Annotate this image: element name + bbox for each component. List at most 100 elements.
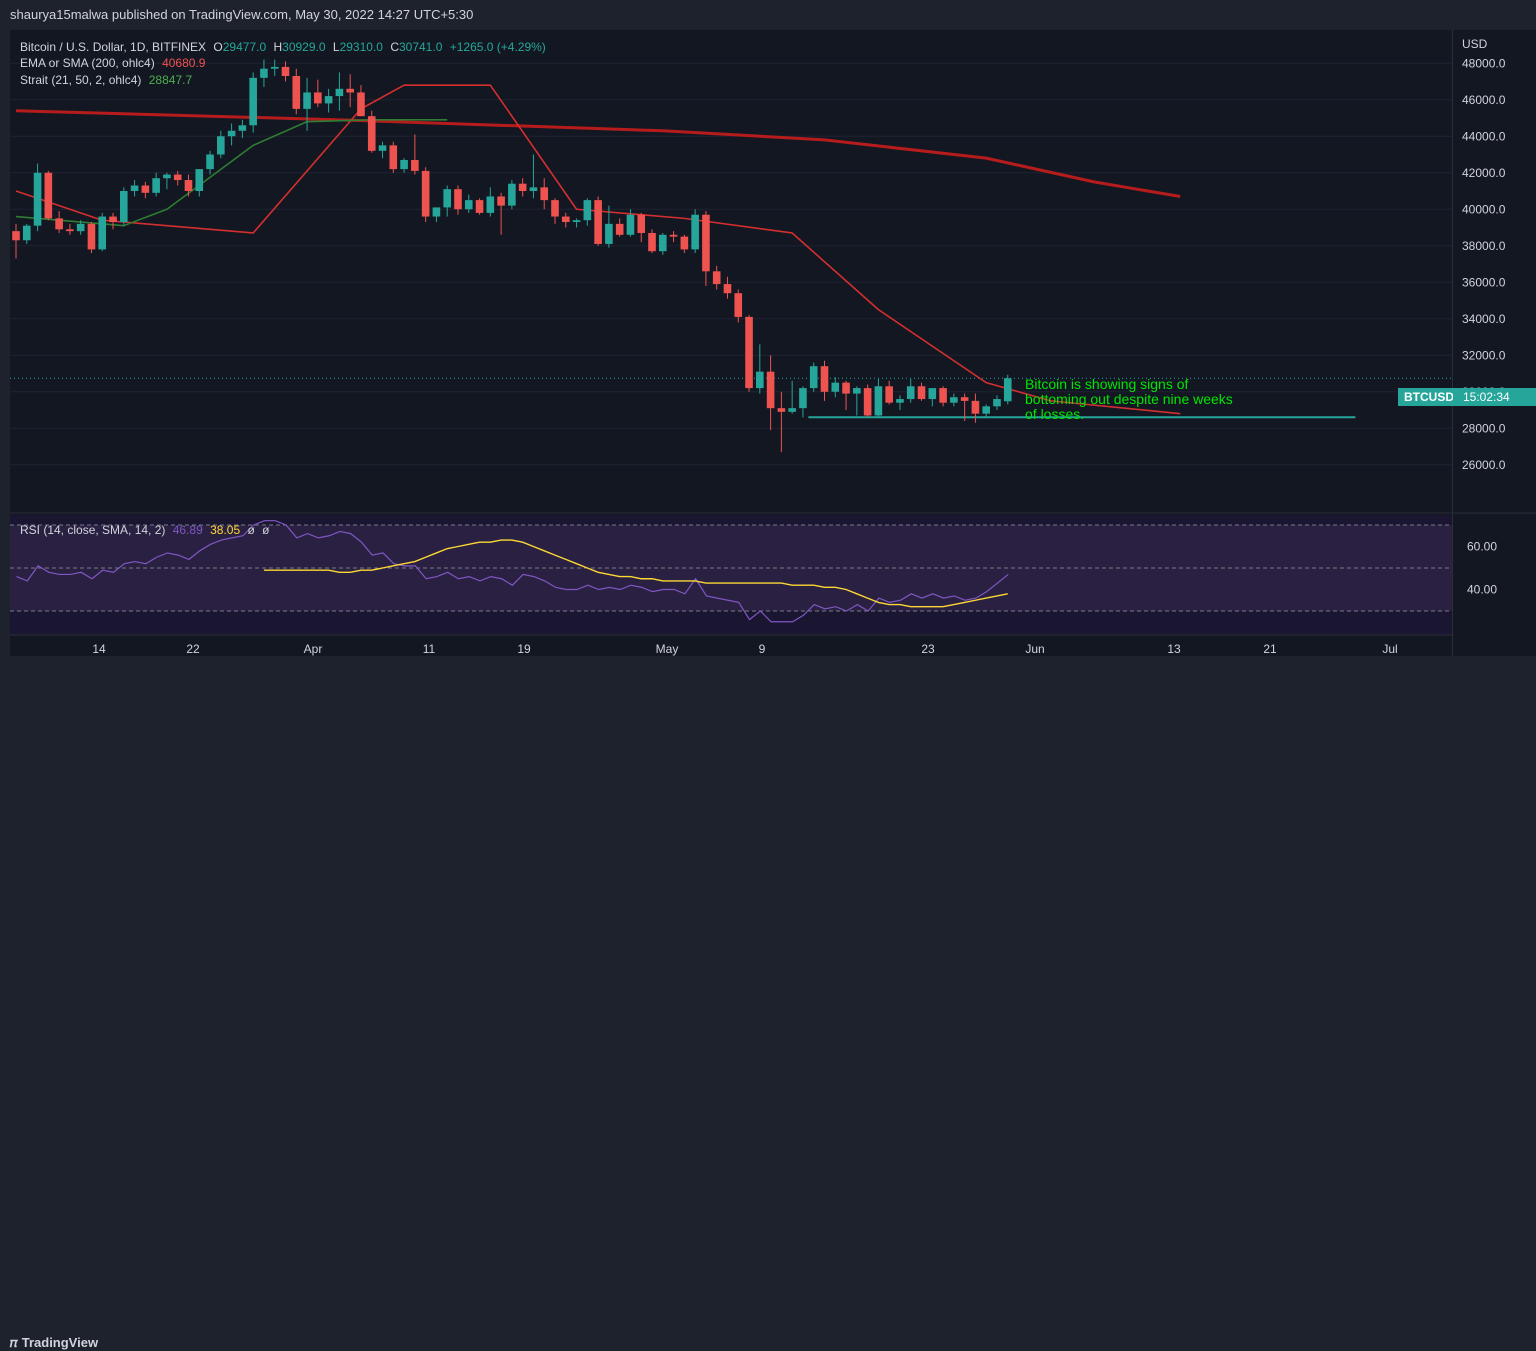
candle-body: [917, 386, 926, 400]
publish-header: shaurya15malwa published on TradingView.…: [0, 0, 1536, 30]
candle-body: [227, 130, 236, 137]
candle-body: [55, 218, 63, 230]
candle-body: [163, 174, 171, 179]
candle-body: [206, 154, 214, 170]
rsi-extra-2: ø: [262, 523, 270, 537]
candle-body: [217, 136, 225, 155]
candle-body: [723, 284, 732, 294]
y-tick-label: 26000.0: [1462, 458, 1506, 472]
y-tick-label: 40000.0: [1462, 202, 1506, 216]
x-tick-label: 23: [921, 642, 935, 656]
candle-body: [594, 200, 602, 244]
x-tick-label: Jul: [1382, 642, 1397, 656]
candle-body: [766, 371, 775, 409]
close-label: C: [390, 40, 399, 54]
low-value: 29310.0: [339, 40, 383, 54]
candle-body: [648, 232, 656, 252]
y-tick-label: 36000.0: [1462, 275, 1506, 289]
candle-body: [540, 187, 549, 201]
candle-body: [303, 92, 311, 109]
y-tick-label: 34000.0: [1462, 312, 1506, 326]
candle-body: [756, 371, 764, 389]
candle-body: [249, 77, 257, 126]
candle-body: [109, 216, 117, 223]
symbol-label: Bitcoin / U.S. Dollar, 1D, BITFINEX: [20, 40, 207, 54]
candle-body: [993, 399, 1001, 407]
ema200-line: [15, 109, 1181, 198]
chart-area[interactable]: 14 22 Apr 11 19 May 9 23 Jun 13 21 Jul Bitcoin / U.…: [10, 30, 1452, 656]
price-axis[interactable]: 48000.0 46000.0 44000.0 42000.0 40000.0 38000…: [1398, 30, 1536, 656]
annotation-text: Bitcoin is showing signs of bottoming ou…: [1025, 377, 1233, 422]
y-tick-label: 42000.0: [1462, 166, 1506, 180]
candle-body: [120, 191, 128, 223]
candle-body: [184, 180, 193, 191]
rsi-tick-label: 40.00: [1467, 583, 1497, 597]
low-label: L: [332, 40, 340, 54]
candle-body: [292, 76, 301, 109]
candle-body: [475, 200, 484, 213]
price-axis-svg: 48000.0 46000.0 44000.0 42000.0 40000.0 38000…: [1453, 56, 1536, 597]
candle-body: [270, 66, 279, 69]
candle-body: [928, 388, 937, 400]
candle-body: [518, 183, 527, 191]
candle-body: [680, 236, 689, 250]
chart-svg[interactable]: 14 22 Apr 11 19 May 9 23 Jun 13 21 Jul: [10, 30, 1452, 656]
candle-body: [454, 189, 462, 210]
rsi-sma-value: 38.05: [210, 523, 241, 537]
candle-body: [874, 386, 883, 416]
candle-body: [659, 234, 667, 252]
strait-legend: Strait (21, 50, 2, ohlc4) 28847.7: [20, 73, 196, 87]
candle-body: [335, 88, 344, 97]
rsi-line: [16, 520, 1009, 623]
candle-body: [195, 169, 204, 191]
candle-body: [141, 185, 150, 193]
candle-body: [346, 88, 354, 93]
candle-body: [788, 408, 796, 412]
annotation-line-2: bottoming out despite nine weeks: [1025, 391, 1233, 407]
candle-body: [400, 159, 408, 170]
candle-body: [831, 382, 840, 392]
x-tick-label: 14: [92, 642, 106, 656]
candle-body: [626, 214, 635, 235]
candle-body: [44, 172, 53, 219]
candle-body: [389, 145, 398, 170]
candle-body: [238, 125, 247, 131]
candle-body: [777, 408, 786, 412]
candle-body: [939, 388, 947, 403]
x-tick-label: 13: [1167, 642, 1181, 656]
strait-label: Strait (21, 50, 2, ohlc4): [20, 73, 142, 87]
candle-body: [314, 92, 322, 104]
ema-legend: EMA or SMA (200, ohlc4) 40680.9: [20, 56, 209, 70]
candle-body: [281, 66, 290, 77]
rsi-tick-label: 60.00: [1467, 540, 1497, 554]
ema-value: 40680.9: [162, 56, 206, 70]
candle-body: [443, 189, 451, 208]
rsi-legend: RSI (14, close, SMA, 14, 2) 46.89 38.05 …: [20, 523, 274, 537]
y-tick-label: 44000.0: [1462, 129, 1506, 143]
candle-body: [87, 223, 96, 250]
tradingview-logo[interactable]: 𝜋 TradingView: [10, 1335, 98, 1351]
candle-body: [22, 225, 31, 241]
candle-body: [842, 382, 850, 394]
x-tick-label: 22: [186, 642, 200, 656]
candle-body: [745, 316, 753, 389]
candle-body: [702, 214, 710, 272]
annotation-line-1: Bitcoin is showing signs of: [1025, 376, 1189, 392]
high-label: H: [273, 40, 283, 54]
candle-body: [98, 216, 107, 250]
open-value: 29477.0: [222, 40, 267, 54]
brand-label: TradingView: [21, 1335, 99, 1350]
candle-body: [421, 170, 430, 217]
x-tick-label: 19: [517, 642, 531, 656]
close-value: 30741.0: [398, 40, 443, 54]
currency-label: USD: [1462, 37, 1488, 51]
candle-body: [971, 400, 980, 414]
candle-body: [853, 388, 861, 394]
footer: 𝜋 TradingView: [0, 662, 1536, 1350]
candle-body: [551, 200, 559, 217]
x-tick-label: Jun: [1025, 642, 1044, 656]
trend-line: [15, 84, 1181, 415]
candle-body: [1003, 378, 1012, 402]
candle-body: [497, 196, 505, 206]
y-tick-label: 46000.0: [1462, 93, 1506, 107]
